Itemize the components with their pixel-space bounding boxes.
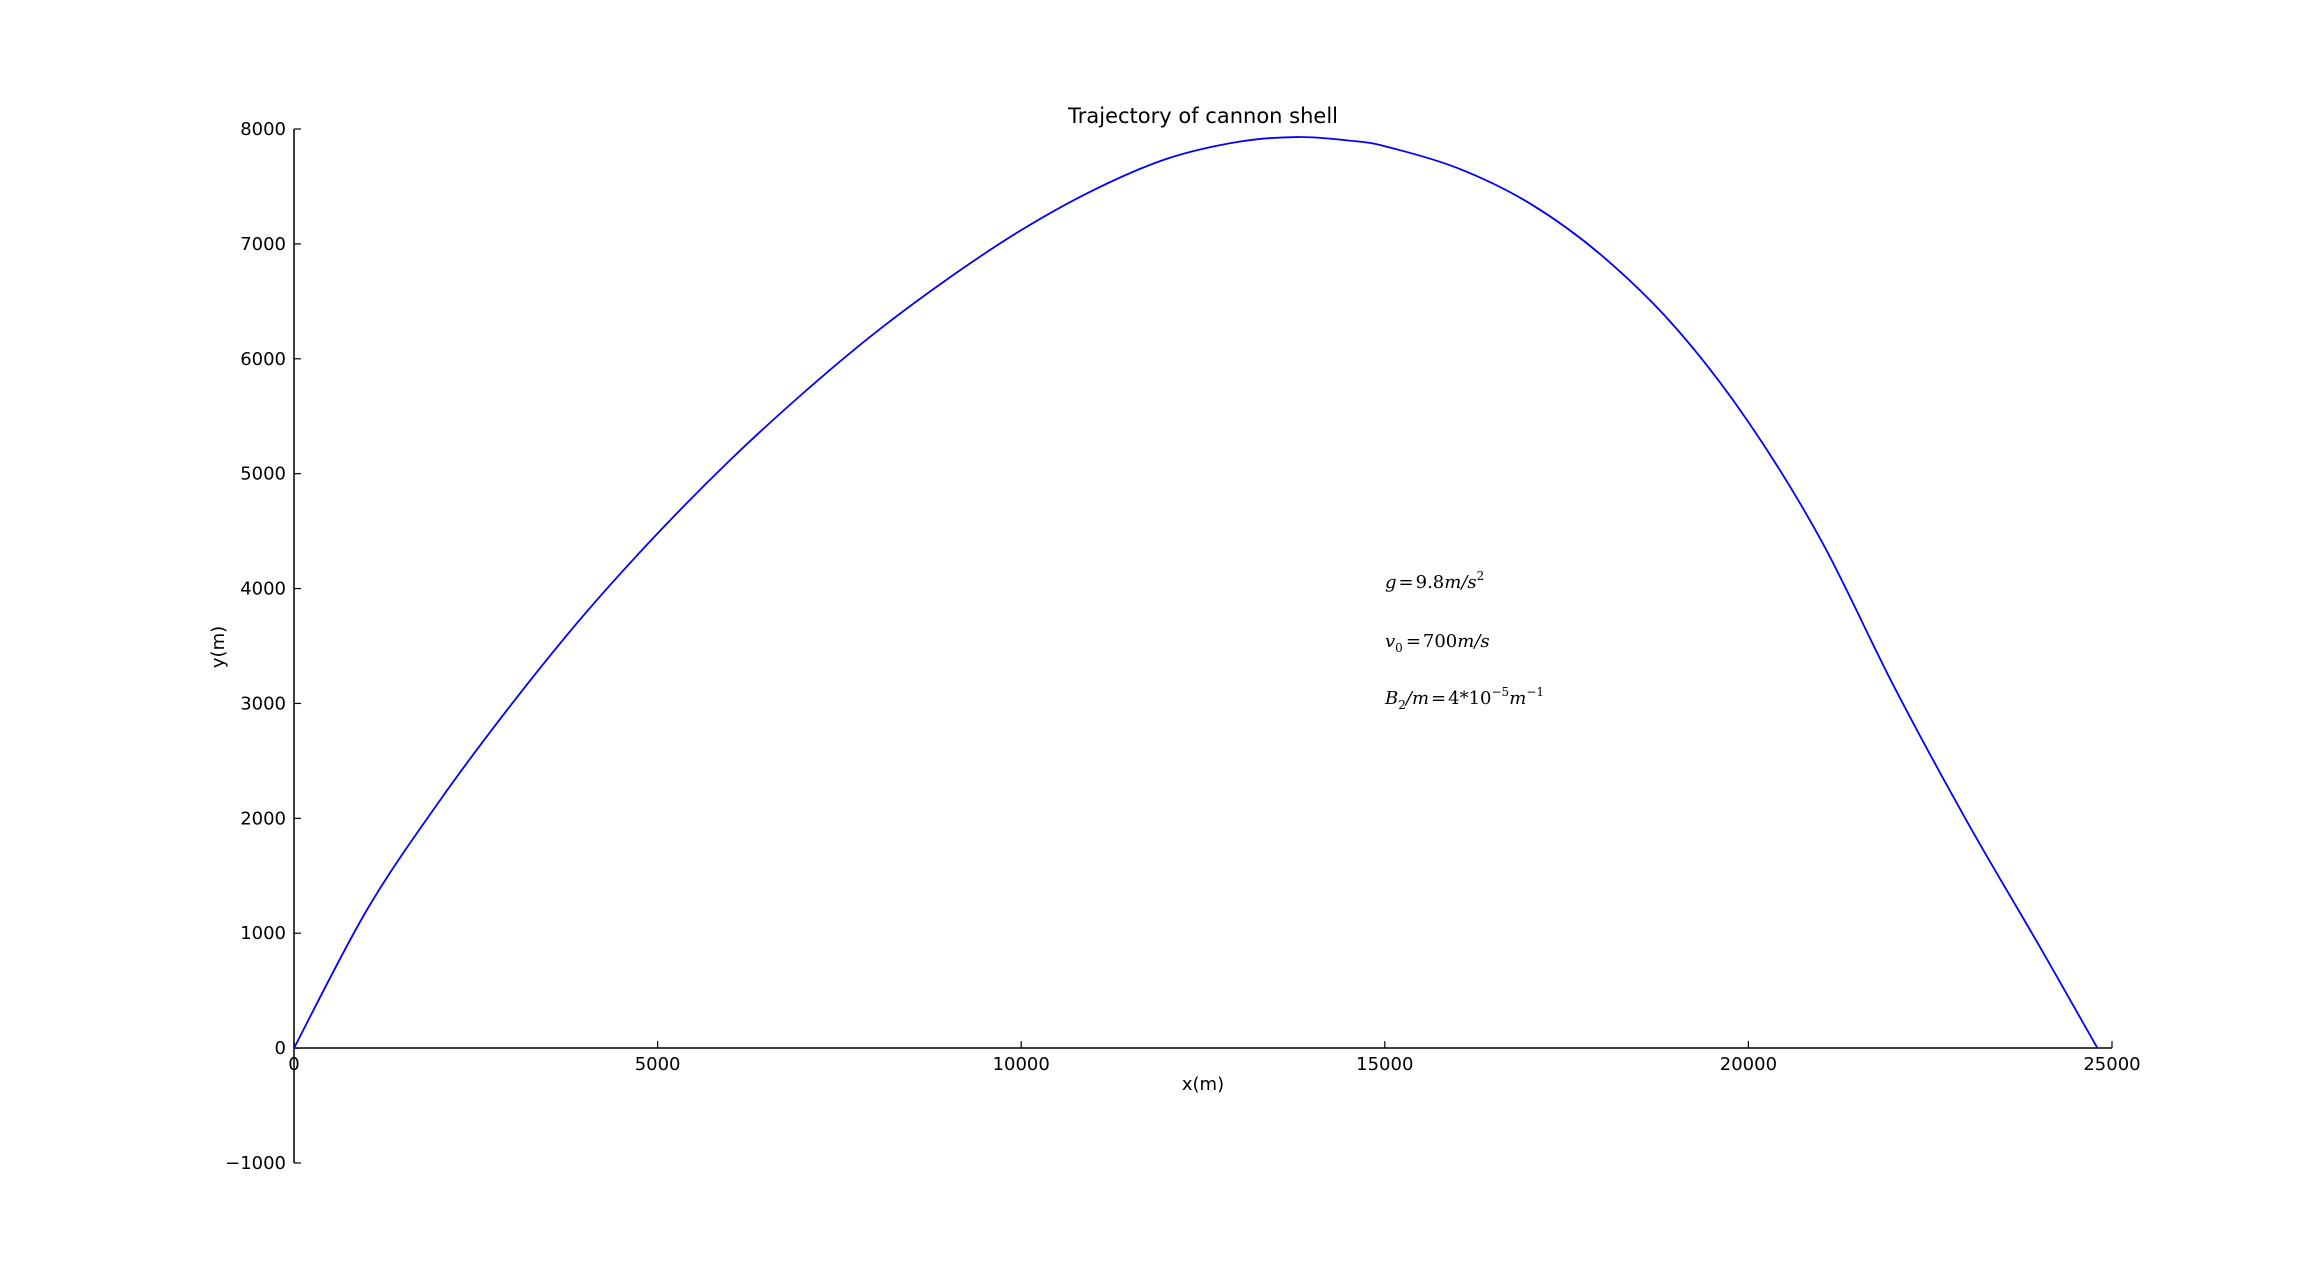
annot-unit: m xyxy=(1412,688,1429,709)
y-tick-label: 8000 xyxy=(240,119,286,140)
y-tick-label: 7000 xyxy=(240,234,286,255)
annot-eq: = xyxy=(1399,572,1414,593)
annot-value: 4 xyxy=(1448,688,1459,709)
y-tick-label: 6000 xyxy=(240,349,286,370)
y-axis-label: y(m) xyxy=(208,626,229,668)
annot-eq: = xyxy=(1406,631,1421,652)
y-tick-label: 1000 xyxy=(240,923,286,944)
annot-base: 10 xyxy=(1469,688,1492,709)
y-tick-label: 4000 xyxy=(240,579,286,600)
annot-g: g xyxy=(1385,572,1397,593)
annot-unit: s xyxy=(1480,631,1489,652)
y-tick-label: 5000 xyxy=(240,464,286,485)
x-axis-label: x(m) xyxy=(1182,1074,1224,1095)
x-tick-label: 5000 xyxy=(635,1054,681,1075)
chart-title: Trajectory of cannon shell xyxy=(1067,104,1338,128)
annot-unit: m xyxy=(1457,631,1474,652)
annotation-drag: B2/m = 4*10−5m−1 xyxy=(1384,685,1544,712)
annot-unit: m xyxy=(1509,688,1526,709)
y-tick-label: 2000 xyxy=(240,808,286,829)
x-tick-label: 15000 xyxy=(1356,1054,1413,1075)
annot-superscript: −5 xyxy=(1491,685,1509,699)
annot-b: B xyxy=(1384,688,1398,709)
annot-unit: m xyxy=(1444,572,1461,593)
annotation-velocity: v0 = 700m/s xyxy=(1385,631,1490,655)
annot-value: 700 xyxy=(1423,631,1457,652)
annot-superscript: 2 xyxy=(1477,569,1485,583)
annotation-gravity: g = 9.8m/s2 xyxy=(1385,569,1484,593)
annot-subscript: 0 xyxy=(1395,641,1403,655)
y-tick-label: −1000 xyxy=(225,1153,286,1174)
trajectory-line xyxy=(293,136,2099,1049)
annot-slash: / xyxy=(1459,572,1469,593)
annot-subscript: 2 xyxy=(1398,698,1406,712)
series-group xyxy=(293,136,2099,1049)
annot-times: * xyxy=(1460,688,1469,709)
y-axis-ticks: −1000 0 1000 2000 3000 4000 5000 6000 7000 8000 xyxy=(225,119,301,1174)
annot-slash: / xyxy=(1404,688,1414,709)
y-tick-label: 3000 xyxy=(240,693,286,714)
x-tick-label: 25000 xyxy=(2083,1054,2140,1075)
annot-unit: s xyxy=(1467,572,1476,593)
y-tick-label: 0 xyxy=(275,1038,286,1059)
annot-superscript: −1 xyxy=(1526,685,1544,699)
annot-value: 9.8 xyxy=(1416,572,1445,593)
annot-slash: / xyxy=(1472,631,1482,652)
annot-eq: = xyxy=(1431,688,1446,709)
x-tick-label: 20000 xyxy=(1720,1054,1777,1075)
x-tick-label: 10000 xyxy=(993,1054,1050,1075)
annot-v: v xyxy=(1385,631,1395,652)
